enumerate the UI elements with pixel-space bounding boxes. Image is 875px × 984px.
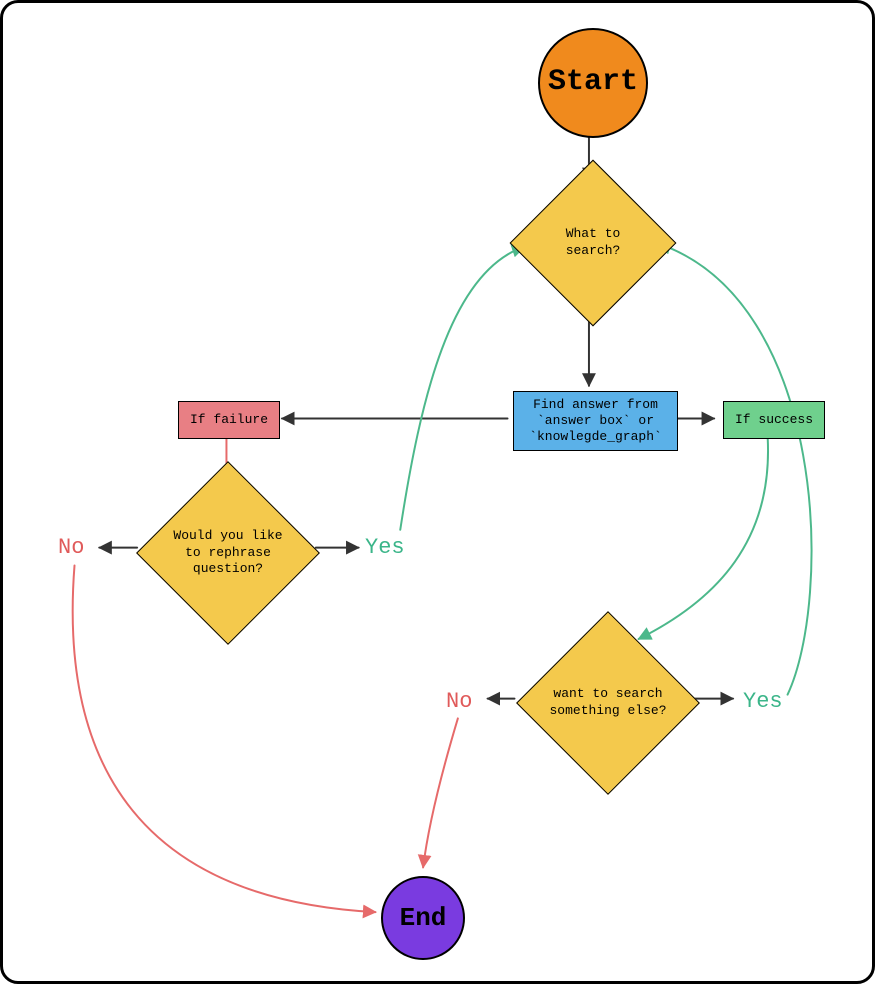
start-label: Start xyxy=(548,64,638,102)
decision-rephrase-label: Would you like to rephrase question? xyxy=(137,488,319,618)
process-find-answer: Find answer from `answer box` or `knowle… xyxy=(513,391,678,451)
process-if-failure: If failure xyxy=(178,401,280,439)
end-label: End xyxy=(400,902,447,935)
process-if-failure-label: If failure xyxy=(190,412,268,428)
decision-what-to-search-label: What to search? xyxy=(510,184,675,302)
edge-no_else-to-end xyxy=(423,718,458,867)
label-no-rephrase: No xyxy=(58,535,84,560)
edge-succ-to-else xyxy=(639,438,768,639)
label-no-else: No xyxy=(446,689,472,714)
flowchart-canvas: Start What to search? Find answer from `… xyxy=(0,0,875,984)
decision-search-else-label: want to search something else? xyxy=(517,638,699,768)
decision-what-to-search: What to search? xyxy=(534,184,652,302)
end-node: End xyxy=(381,876,465,960)
process-if-success-label: If success xyxy=(735,412,813,428)
label-yes-rephrase: Yes xyxy=(365,535,405,560)
process-if-success: If success xyxy=(723,401,825,439)
decision-search-else: want to search something else? xyxy=(543,638,673,768)
edges-layer xyxy=(3,3,872,981)
decision-rephrase: Would you like to rephrase question? xyxy=(163,488,293,618)
edge-yes_else-to-search xyxy=(658,244,811,695)
process-find-answer-label: Find answer from `answer box` or `knowle… xyxy=(522,397,669,446)
edge-yes_rephr-to-search xyxy=(400,247,524,530)
start-node: Start xyxy=(538,28,648,138)
label-yes-else: Yes xyxy=(743,689,783,714)
